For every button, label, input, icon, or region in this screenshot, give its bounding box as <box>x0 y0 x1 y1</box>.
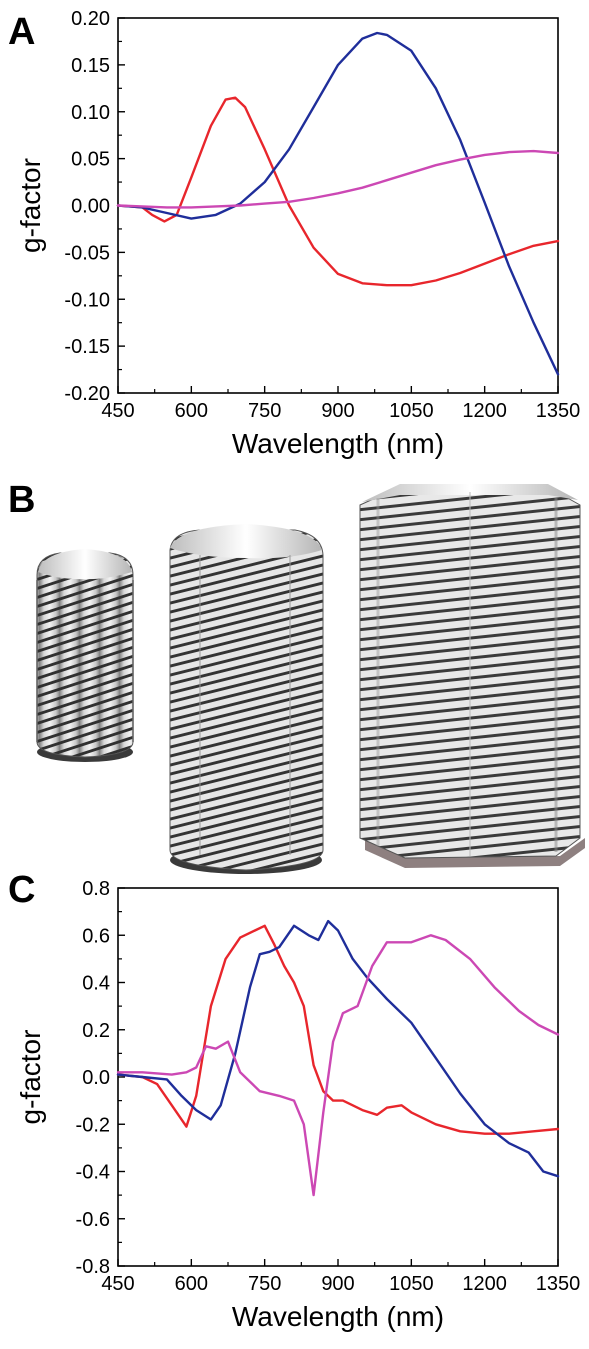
y-tick-label: -0.20 <box>64 383 110 405</box>
series-line-3 <box>116 934 560 1197</box>
y-tick-label: -0.4 <box>76 1162 110 1184</box>
nanorod-small <box>36 549 134 762</box>
series-line-3 <box>116 149 560 209</box>
x-tick-label: 450 <box>101 1273 134 1295</box>
y-tick-label: 0.4 <box>82 973 110 995</box>
series-line-1 <box>116 96 560 287</box>
x-tick-label: 600 <box>175 1273 208 1295</box>
x-tick-label: 1050 <box>389 1273 434 1295</box>
x-tick-label: 600 <box>175 400 208 422</box>
series-line-1 <box>116 924 560 1135</box>
x-tick-label: 750 <box>248 400 281 422</box>
x-tick-label: 1200 <box>462 400 507 422</box>
x-tick-label: 450 <box>101 400 134 422</box>
chart-c: 450 600 750 900 1050 1200 1350 -0.8 -0.6 -0.4 -0.2… <box>15 878 580 1332</box>
y-tick-label: -0.2 <box>76 1114 110 1136</box>
y-tick-label: -0.15 <box>64 336 110 358</box>
y-tick-label: 0.15 <box>71 55 110 77</box>
y-tick-label: 0.00 <box>71 196 110 218</box>
x-axis-title: Wavelength (nm) <box>232 1301 444 1332</box>
plot-frame <box>117 887 559 1267</box>
y-tick-label: 0.10 <box>71 102 110 124</box>
nanorod-large <box>359 484 585 868</box>
x-tick-label: 1350 <box>536 400 581 422</box>
y-tick-label: -0.8 <box>76 1256 110 1278</box>
y-tick-label: -0.05 <box>64 242 110 264</box>
y-tick-label: -0.6 <box>76 1209 110 1231</box>
x-tick-label: 1050 <box>389 400 434 422</box>
series-line-2 <box>116 31 560 376</box>
y-tick-label: 0.20 <box>71 8 110 30</box>
panel-label-b: B <box>8 479 35 521</box>
y-tick-label: -0.10 <box>64 289 110 311</box>
y-tick-label: 0.2 <box>82 1020 110 1042</box>
panel-label-a: A <box>8 11 35 53</box>
nanorod-medium <box>169 524 324 874</box>
y-axis-title: g-factor <box>15 158 46 253</box>
x-tick-label: 1200 <box>462 1273 507 1295</box>
chart-a: 450 600 750 900 1050 1200 1350 -0.20 -0.15 -0.10 -… <box>15 8 580 459</box>
plot-frame <box>117 17 559 394</box>
x-axis-title: Wavelength (nm) <box>232 428 444 459</box>
y-tick-label: 0.6 <box>82 925 110 947</box>
x-tick-label: 750 <box>248 1273 281 1295</box>
nanorod-illustrations <box>36 484 585 874</box>
x-tick-label: 900 <box>321 400 354 422</box>
series-line-2 <box>116 919 560 1178</box>
y-tick-label: 0.0 <box>82 1067 110 1089</box>
panel-label-c: C <box>8 869 35 911</box>
x-tick-label: 1350 <box>536 1273 581 1295</box>
y-tick-label: 0.05 <box>71 149 110 171</box>
x-tick-label: 900 <box>321 1273 354 1295</box>
y-axis-title: g-factor <box>15 1030 46 1125</box>
y-tick-label: 0.8 <box>82 878 110 900</box>
